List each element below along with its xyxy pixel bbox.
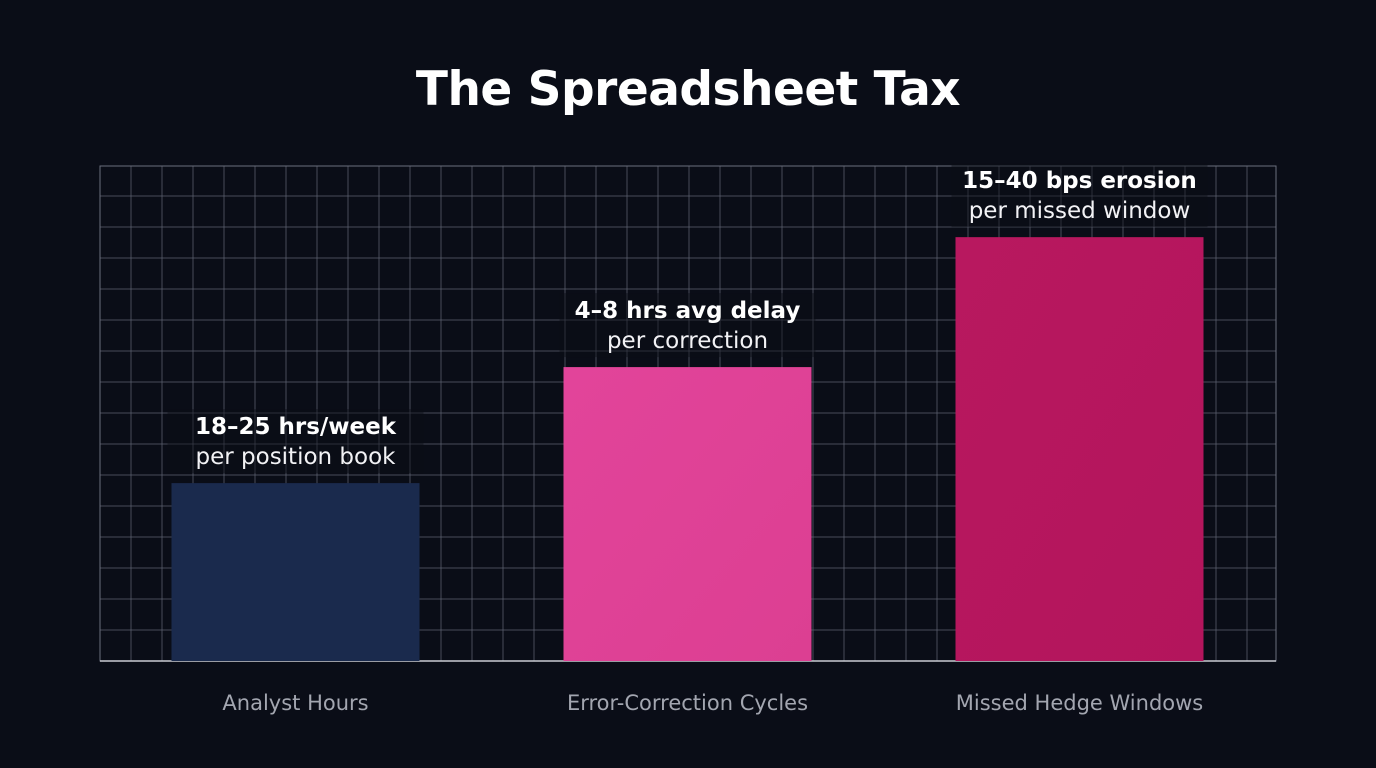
category-label: Missed Hedge Windows — [956, 691, 1203, 715]
bar-3 — [955, 237, 1204, 661]
chart-title: The Spreadsheet Tax — [415, 62, 961, 117]
data-labels: 18–25 hrs/week per position book 4–8 hrs a… — [167, 163, 1208, 474]
category-labels: Analyst Hours Error-Correction Cycles Miss… — [222, 691, 1203, 715]
data-label-value: 15–40 bps erosion — [962, 168, 1197, 194]
data-label-backdrop — [167, 409, 424, 474]
category-label: Analyst Hours — [222, 691, 368, 715]
data-label-backdrop — [951, 163, 1208, 228]
data-label-value: 18–25 hrs/week — [195, 414, 397, 440]
bars — [171, 237, 1204, 661]
data-label-backdrop — [559, 293, 816, 358]
data-label-value: 4–8 hrs avg delay — [575, 298, 801, 324]
bar-2 — [563, 367, 812, 661]
category-label: Error-Correction Cycles — [567, 691, 808, 715]
bar-1 — [171, 483, 420, 661]
data-label-sub: per correction — [607, 328, 768, 354]
data-label-sub: per missed window — [969, 198, 1191, 224]
data-label-sub: per position book — [196, 444, 397, 470]
